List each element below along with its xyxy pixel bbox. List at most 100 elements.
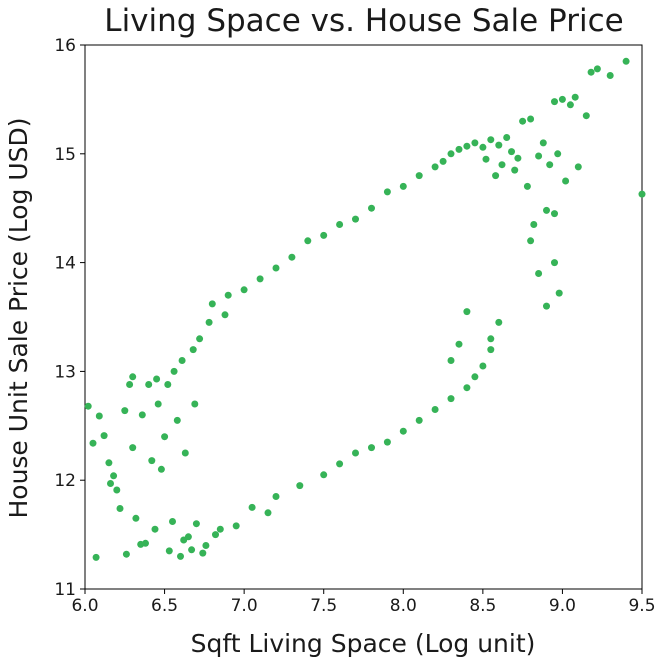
data-point (551, 98, 558, 106)
x-axis: 6.0 6.5 7.0 7.5 8.0 8.5 9.0 9.5 (71, 589, 656, 616)
data-point (527, 237, 535, 245)
data-point (192, 520, 200, 528)
data-point (574, 163, 582, 171)
data-point (431, 406, 439, 413)
y-tick-label: 16 (54, 36, 76, 56)
data-point (122, 550, 130, 558)
y-tick-label: 12 (54, 471, 76, 491)
data-point (447, 357, 455, 364)
data-point (224, 291, 232, 299)
data-point (535, 270, 543, 277)
y-axis-label: House Unit Sale Price (Log USD) (4, 117, 33, 518)
data-point (116, 505, 124, 512)
data-point (84, 402, 92, 410)
data-point (161, 433, 169, 441)
data-point (479, 362, 487, 370)
data-point (95, 412, 103, 420)
data-point (383, 438, 391, 446)
data-point (622, 57, 630, 65)
data-point (495, 141, 503, 149)
data-point (132, 514, 140, 522)
data-point (221, 311, 229, 319)
data-point (527, 115, 535, 123)
data-point (606, 72, 614, 79)
data-point (431, 163, 439, 171)
x-tick-label: 6.0 (71, 596, 98, 616)
data-point (151, 525, 159, 533)
data-point (566, 101, 574, 109)
data-point (487, 346, 495, 354)
x-axis-label: Sqft Living Space (Log unit) (191, 629, 536, 658)
y-tick-label: 11 (54, 580, 76, 600)
data-point (479, 143, 487, 151)
data-point (105, 459, 113, 467)
data-point (368, 444, 375, 452)
data-point (177, 552, 184, 560)
data-point (447, 395, 455, 403)
data-point (256, 275, 264, 283)
data-point (352, 449, 359, 457)
data-point (415, 416, 423, 424)
data-point (503, 134, 511, 141)
data-point (593, 65, 601, 73)
data-point (530, 221, 538, 228)
y-tick-label: 14 (54, 254, 76, 274)
data-point (170, 367, 178, 375)
points-layer (84, 57, 646, 561)
data-point (189, 346, 197, 354)
data-point (304, 237, 312, 245)
data-point (126, 381, 134, 388)
data-point (121, 407, 129, 415)
chart-title: Living Space vs. House Sale Price (104, 3, 623, 39)
data-point (288, 253, 296, 261)
data-point (498, 161, 506, 169)
data-point (471, 139, 479, 147)
data-point (145, 381, 153, 388)
data-point (154, 400, 162, 408)
data-point (336, 221, 344, 228)
data-point (110, 472, 118, 480)
plot-frame (84, 44, 643, 590)
x-tick-label: 7.0 (231, 596, 258, 616)
data-point (439, 157, 447, 165)
data-point (232, 522, 240, 530)
data-point (107, 480, 114, 487)
data-point (551, 210, 558, 218)
data-point (129, 444, 137, 452)
data-point (523, 182, 531, 190)
data-point (352, 215, 359, 223)
data-point (562, 177, 570, 185)
data-point (514, 154, 522, 162)
data-point (320, 471, 328, 479)
data-point (551, 259, 558, 267)
data-point (463, 308, 471, 316)
x-tick-label: 8.0 (390, 596, 417, 616)
y-tick-label: 15 (54, 145, 76, 165)
data-point (129, 373, 137, 381)
data-point (487, 335, 495, 343)
data-point (272, 493, 280, 500)
data-point (142, 539, 149, 547)
data-point (191, 400, 199, 408)
data-point (399, 182, 407, 190)
x-tick-label: 9.5 (628, 596, 655, 616)
data-point (447, 150, 455, 158)
data-point (495, 318, 503, 326)
data-point (368, 204, 375, 212)
data-point (89, 439, 97, 447)
data-point (555, 289, 563, 297)
data-point (138, 411, 146, 419)
data-point (519, 117, 527, 125)
data-point (173, 416, 181, 424)
data-point (208, 300, 216, 308)
data-point (240, 286, 248, 294)
data-point (212, 531, 219, 539)
data-point (272, 264, 280, 272)
data-point (587, 68, 595, 76)
y-tick-label: 13 (54, 362, 76, 382)
data-point (554, 150, 562, 158)
data-point (571, 93, 579, 101)
data-point (455, 145, 463, 153)
data-point (199, 549, 207, 557)
